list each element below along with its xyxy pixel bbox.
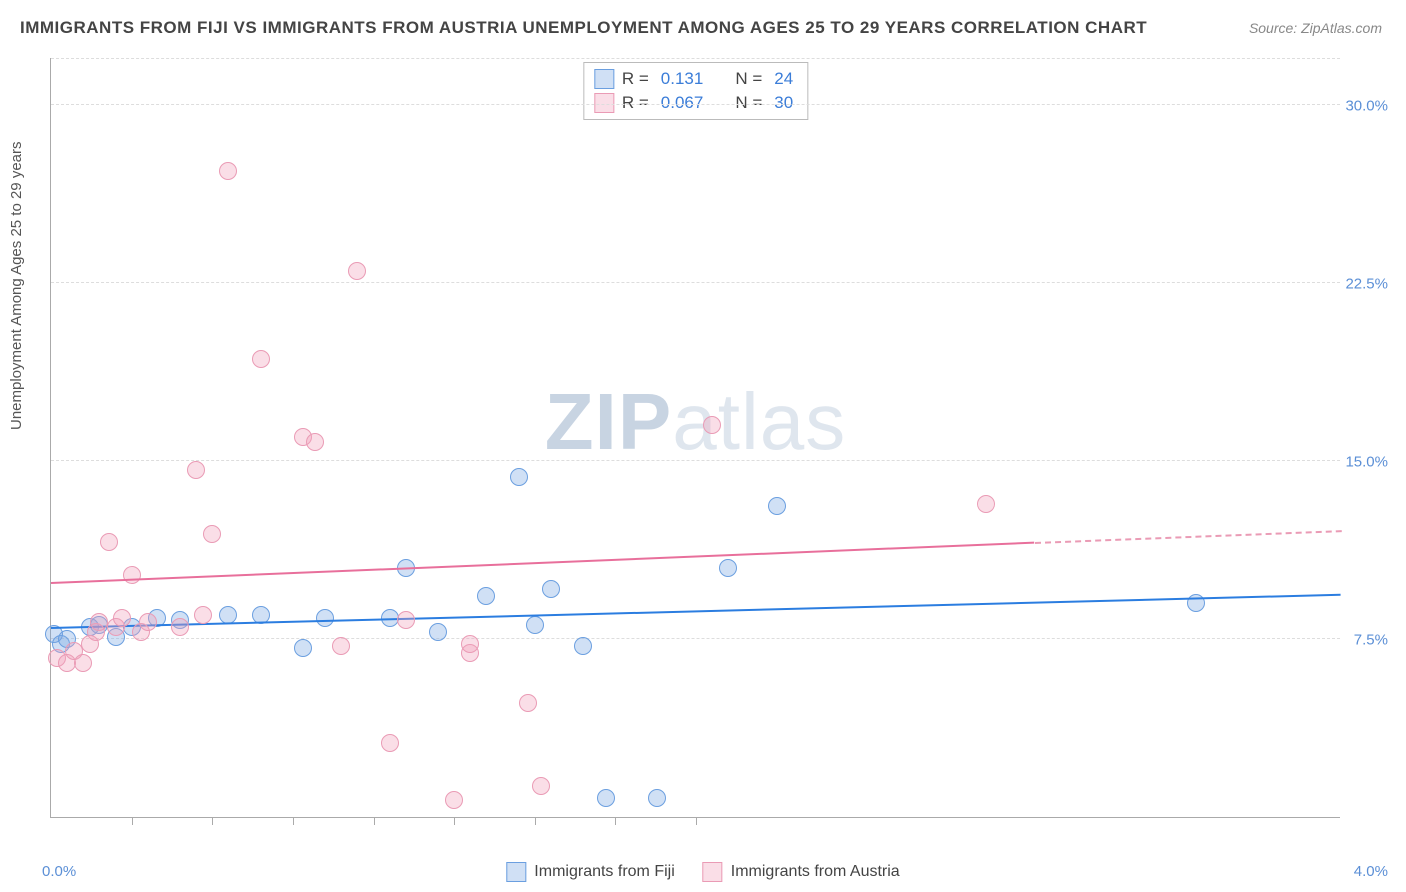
data-point [252,350,270,368]
regression-line [51,542,1035,584]
x-tick [535,817,536,825]
grid-line [51,104,1340,105]
grid-line [51,460,1340,461]
data-point [429,623,447,641]
data-point [348,262,366,280]
legend-swatch [703,862,723,882]
data-point [332,637,350,655]
data-point [397,611,415,629]
data-point [194,606,212,624]
regression-line-dash [1035,530,1341,544]
x-tick [212,817,213,825]
plot-area: ZIPatlas R =0.131N =24R =0.067N =30 [50,58,1340,818]
x-tick [454,817,455,825]
data-point [648,789,666,807]
data-point [703,416,721,434]
data-point [306,433,324,451]
data-point [461,635,479,653]
legend-swatch [506,862,526,882]
legend-item: Immigrants from Austria [703,862,900,882]
grid-line [51,638,1340,639]
legend-r-label: R = [622,69,649,89]
data-point [977,495,995,513]
data-point [542,580,560,598]
y-axis-label: Unemployment Among Ages 25 to 29 years [8,141,25,430]
data-point [532,777,550,795]
data-point [123,566,141,584]
chart-title: IMMIGRANTS FROM FIJI VS IMMIGRANTS FROM … [20,18,1147,38]
y-tick-label: 7.5% [1354,631,1388,648]
y-tick-label: 22.5% [1345,275,1388,292]
x-tick [132,817,133,825]
data-point [445,791,463,809]
data-point [719,559,737,577]
legend-n-value: 24 [770,69,797,89]
legend-stat-row: R = 0.131 N = 24 [594,67,797,91]
legend-r-value: 0.131 [657,69,708,89]
legend-label: Immigrants from Fiji [534,863,674,881]
data-point [113,609,131,627]
data-point [294,639,312,657]
legend-swatch [594,69,614,89]
data-point [477,587,495,605]
data-point [219,162,237,180]
x-tick [696,817,697,825]
data-point [203,525,221,543]
legend-stats: R =0.131N =24R =0.067N =30 [583,62,808,120]
legend-series: Immigrants from Fiji Immigrants from Aust… [506,862,899,882]
x-tick [293,817,294,825]
data-point [519,694,537,712]
x-tick [374,817,375,825]
legend-label: Immigrants from Austria [731,863,900,881]
data-point [381,734,399,752]
watermark: ZIPatlas [545,376,846,468]
data-point [574,637,592,655]
x-tick-label: 0.0% [42,863,76,880]
data-point [171,618,189,636]
data-point [526,616,544,634]
y-tick-label: 30.0% [1345,97,1388,114]
data-point [100,533,118,551]
data-point [139,613,157,631]
data-point [316,609,334,627]
data-point [510,468,528,486]
data-point [187,461,205,479]
legend-n-label: N = [735,69,762,89]
grid-line [51,282,1340,283]
source-label: Source: ZipAtlas.com [1249,20,1382,36]
legend-item: Immigrants from Fiji [506,862,674,882]
data-point [597,789,615,807]
x-tick [615,817,616,825]
data-point [74,654,92,672]
x-tick-label: 4.0% [1354,863,1388,880]
y-tick-label: 15.0% [1345,453,1388,470]
regression-line [51,594,1341,629]
data-point [768,497,786,515]
